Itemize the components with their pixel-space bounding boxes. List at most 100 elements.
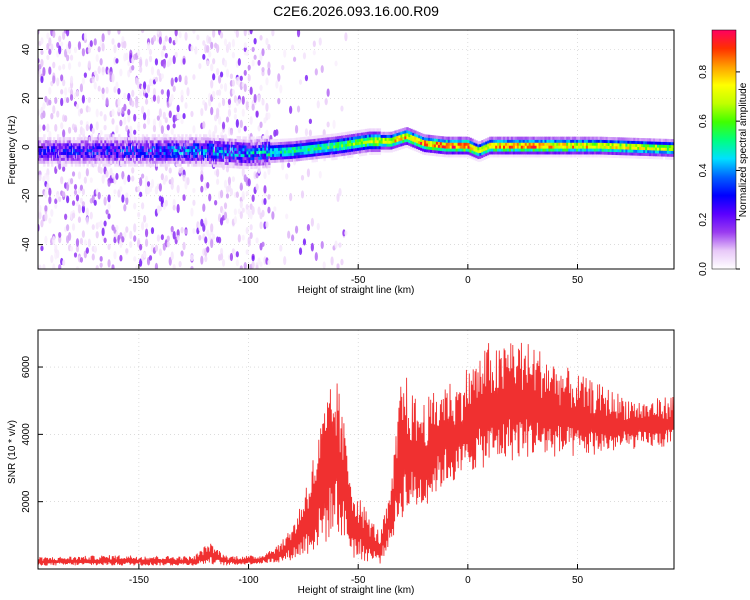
spectrogram-cell [126,145,129,150]
spectrogram-cell [161,154,164,158]
spectrogram-cell [149,163,153,167]
spectrogram-cell [603,136,607,141]
spectrogram-cell [70,151,74,155]
spectrogram-cell [268,150,271,154]
spectrogram-cell [60,41,64,47]
spectrogram-cell [218,158,222,162]
spectrogram-cell [94,151,97,155]
spectrogram-cell [192,30,196,34]
spectrogram-cell [225,68,230,78]
spectrogram-cell [297,149,301,153]
spectrogram-cell [78,148,82,153]
spectrogram-cell [609,139,612,144]
spectrogram-cell [324,98,328,106]
spectrogram-cell [93,70,97,76]
spectrogram-cell [255,183,259,191]
spectrogram-cell [260,159,263,163]
spectrogram-cell [318,170,322,179]
spectrogram-cell [231,39,236,48]
spectrogram-cell [135,101,139,109]
spectrogram-cell [245,203,249,210]
spectrogram-cell [654,150,658,154]
spectrogram-cell [214,161,218,165]
spectrogram-cell [319,140,322,145]
spectrogram-cell [139,90,143,97]
spectrogram-cell [323,146,326,150]
spectrogram-cell [445,154,449,158]
spectrogram-cell [356,130,360,134]
spectrogram-cell [89,177,93,184]
spectrogram-cell [177,154,180,158]
spectrogram-cell [512,154,516,158]
spectrogram-cell [491,142,494,146]
spectrogram-cell [512,145,516,149]
spectrogram-cell [321,149,324,153]
spectrogram-cell [230,141,234,145]
spectrogram-cell [583,142,587,146]
spectrogram-cell [501,136,504,140]
spectrogram-cell [121,36,125,43]
spectrogram-cell [495,151,498,155]
spectrogram-cell [124,148,127,153]
spectrogram-cell [447,148,451,152]
spectrogram-cell [493,136,496,140]
spectrogram-cell [98,140,101,144]
spectrogram-cell [295,146,299,150]
spectrogram-cell [508,136,512,140]
spectrogram-cell [298,79,303,85]
spectrogram-cell [51,154,54,158]
spectrogram-cell [309,141,312,146]
spectrogram-cell [60,151,64,155]
spectrogram-cell [230,164,234,169]
spectrogram-cell [92,140,95,144]
spectrogram-cell [204,219,208,227]
spectrogram-cell [301,136,305,141]
spectrogram-cell [345,131,348,136]
spectrogram-cell [431,138,435,142]
spectrogram-cell [100,142,103,147]
spectrogram-cell [232,153,236,157]
spectrogram-cell [656,141,660,145]
spectrogram-cell [611,154,614,158]
spectrogram-cell [315,147,318,151]
spectrogram-cell [664,144,668,148]
spectrogram-cell [451,142,455,146]
spectrogram-cell [58,142,62,147]
spectrogram-cell [546,151,549,155]
spectrogram-cell [416,142,419,147]
spectrogram-cell [41,140,44,144]
spectrogram-cell [84,137,87,141]
spectrogram-cell [155,157,159,161]
spectrogram-cell [345,143,348,147]
spectrogram-cell [643,143,646,148]
spectrogram-cell [137,145,141,150]
spectrogram-cell [69,177,74,185]
spectrogram-cell [271,211,275,220]
spectrogram-cell [299,154,303,158]
y-tick-label: -40 [21,237,32,252]
spectrogram-cell [333,153,336,158]
spectrogram-cell [131,167,135,174]
spectrogram-cell [52,157,56,161]
spectrogram-cell [548,151,551,155]
spectrogram-cell [548,136,551,140]
spectrogram-cell [223,82,228,92]
spectrogram-cell [52,154,56,158]
spectrogram-cell [431,152,435,156]
spectrogram-cell [242,148,245,152]
spectrogram-cell [228,144,232,148]
spectrogram-cell [362,140,366,145]
spectrogram-cell [276,156,279,160]
spectrogram-cell [252,159,255,164]
spectrogram-cell [158,108,162,118]
spectrogram-cell [54,198,58,205]
spectrogram-cell [481,151,484,155]
spectrogram-cell [267,259,271,266]
spectrogram-cell [429,152,433,156]
spectrogram-cell [141,202,145,210]
spectrogram-cell [256,147,259,152]
spectrogram-cell [264,144,267,148]
spectrogram-cell [41,137,44,141]
spectrogram-cell [439,138,443,143]
